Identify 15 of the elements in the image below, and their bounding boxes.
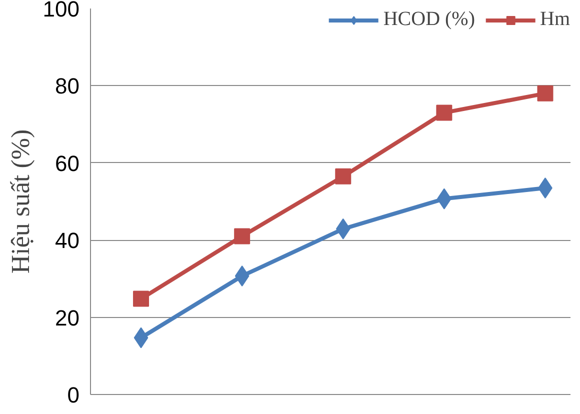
y-tick-label: 0 — [67, 382, 80, 408]
point — [436, 104, 452, 121]
y-tick-label: 80 — [55, 74, 80, 99]
point — [133, 290, 150, 307]
y-tick-label: 40 — [55, 228, 80, 254]
y-axis-title: Hiệu suất (%) — [6, 129, 35, 274]
point — [234, 228, 250, 244]
legend-label: HCOD (%) — [383, 8, 475, 31]
point — [335, 168, 352, 184]
y-tick-label: 60 — [55, 150, 80, 176]
y-tick-label: 100 — [42, 0, 80, 22]
legend-label: Hm — [540, 8, 570, 31]
y-tick-label: 20 — [55, 305, 80, 330]
point — [537, 85, 554, 102]
point — [234, 266, 250, 286]
